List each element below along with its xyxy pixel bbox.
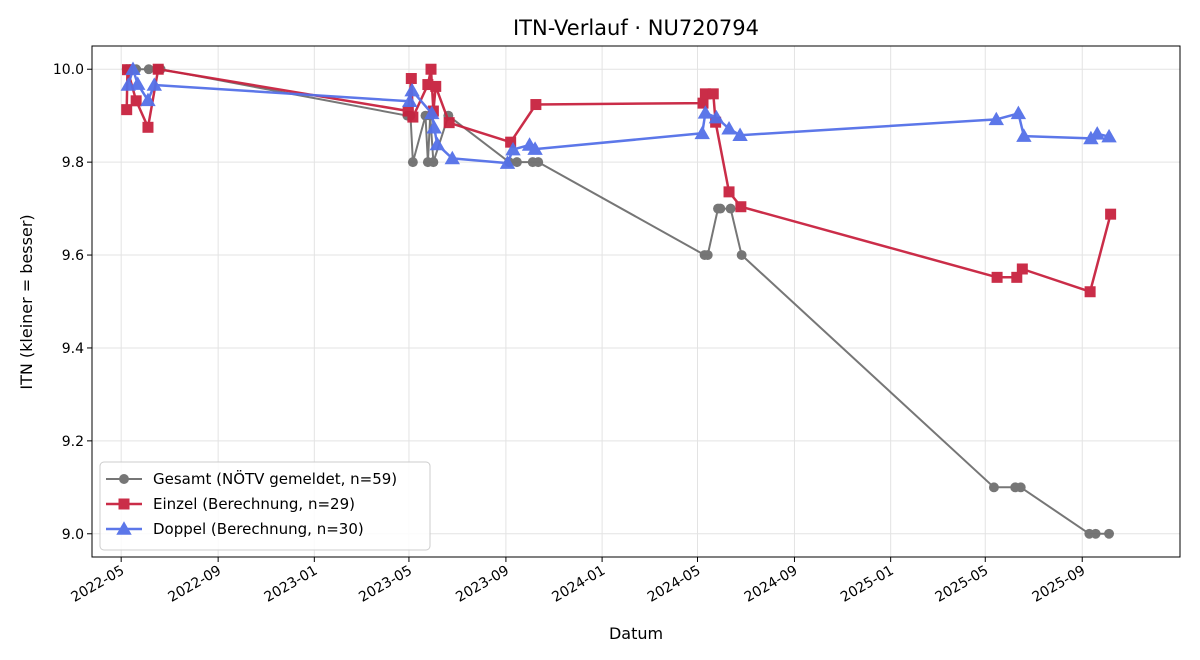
data-point <box>697 97 709 109</box>
legend-box <box>99 461 431 551</box>
data-point <box>530 99 542 111</box>
data-point <box>425 63 437 75</box>
data-point <box>1016 128 1032 142</box>
data-point <box>697 105 714 119</box>
chart-title: ITN-Verlauf · NU720794 <box>513 16 759 40</box>
y-tick-label: 9.2 <box>62 434 84 450</box>
data-point <box>1101 128 1117 143</box>
y-tick-label: 9.0 <box>62 527 84 543</box>
legend-item <box>106 474 142 484</box>
data-point <box>152 63 164 75</box>
data-point <box>988 482 999 493</box>
data-point <box>988 111 1005 126</box>
data-point <box>402 105 414 117</box>
y-tick-label: 10.0 <box>53 62 84 78</box>
data-point <box>512 157 522 168</box>
legend-label: Einzel (Berechnung, n=29) <box>153 495 355 513</box>
data-point <box>140 92 156 107</box>
legend-marker <box>118 498 130 510</box>
data-point <box>1084 286 1096 298</box>
series-line <box>125 67 1112 293</box>
data-point <box>707 88 719 100</box>
data-point <box>694 125 710 140</box>
data-point <box>1090 528 1101 539</box>
data-point <box>1015 482 1026 493</box>
data-point <box>430 80 442 92</box>
data-point <box>429 136 446 151</box>
data-point <box>499 155 516 169</box>
data-point <box>146 77 162 91</box>
grid-lines <box>92 46 1180 557</box>
series-layer <box>120 61 1117 539</box>
x-axis-label: Datum <box>609 624 663 643</box>
legend-item <box>106 498 142 510</box>
data-point <box>443 117 455 129</box>
data-point <box>1104 528 1114 539</box>
data-point <box>736 250 747 260</box>
data-point <box>699 88 711 100</box>
data-point <box>715 203 726 214</box>
data-point <box>527 141 543 155</box>
data-point <box>422 79 434 91</box>
data-point <box>143 64 154 75</box>
data-point <box>405 73 417 85</box>
y-axis-ticks: 9.0 9.2 9.4 9.6 9.8 10.0 <box>53 62 92 543</box>
data-point <box>505 141 521 156</box>
data-point <box>533 157 544 168</box>
legend-marker <box>116 521 132 535</box>
legend: Gesamt (NÖTV gemeldet, n=59) Einzel (Bere… <box>99 461 431 551</box>
data-point <box>1010 105 1027 120</box>
data-point <box>424 105 440 120</box>
data-point <box>991 271 1003 283</box>
data-point <box>702 250 713 260</box>
legend-items: Gesamt (NÖTV gemeldet, n=59) Einzel (Bere… <box>106 469 397 538</box>
data-point <box>121 64 133 76</box>
data-point <box>1011 271 1023 283</box>
data-point <box>407 157 418 168</box>
plot-frame <box>91 45 1181 558</box>
data-point <box>407 111 419 123</box>
y-axis-label: ITN (kleiner = besser) <box>17 214 36 389</box>
data-point <box>444 150 461 165</box>
data-point <box>732 127 748 141</box>
y-tick-label: 9.8 <box>62 155 84 171</box>
data-point <box>402 93 418 108</box>
data-point <box>142 121 154 133</box>
data-point <box>725 203 736 214</box>
data-point <box>404 82 420 97</box>
data-point <box>1089 126 1105 140</box>
data-point <box>735 201 747 213</box>
data-point <box>708 109 725 124</box>
data-point <box>723 186 735 198</box>
data-point <box>505 136 517 148</box>
legend-item <box>106 521 142 535</box>
legend-marker <box>119 474 129 484</box>
data-point <box>125 61 141 76</box>
data-point <box>1105 208 1117 220</box>
data-point <box>426 120 442 134</box>
y-tick-label: 9.4 <box>62 341 84 357</box>
data-point <box>121 104 133 116</box>
data-point <box>428 157 439 168</box>
series-triangle <box>120 61 1117 169</box>
data-point <box>130 95 142 107</box>
data-point <box>721 120 737 135</box>
legend-label: Doppel (Berechnung, n=30) <box>153 520 364 538</box>
data-point <box>130 76 146 90</box>
legend-label: Gesamt (NÖTV gemeldet, n=59) <box>153 469 397 488</box>
y-tick-label: 9.6 <box>62 248 84 264</box>
data-point <box>1016 263 1028 275</box>
